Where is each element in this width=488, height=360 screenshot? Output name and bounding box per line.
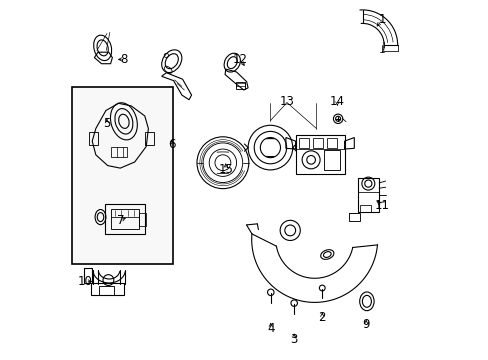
Bar bbox=[84, 268, 92, 283]
Bar bbox=[99, 286, 114, 295]
Bar bbox=[110, 209, 139, 229]
Text: 2: 2 bbox=[318, 311, 325, 324]
Bar bbox=[235, 83, 244, 86]
Text: 14: 14 bbox=[329, 95, 344, 108]
Bar bbox=[323, 150, 339, 170]
Bar bbox=[299, 138, 309, 148]
Bar bbox=[326, 138, 336, 148]
Bar bbox=[139, 213, 145, 226]
Text: 9: 9 bbox=[362, 318, 369, 331]
Bar bbox=[72, 87, 172, 264]
Text: 4: 4 bbox=[266, 322, 274, 335]
Bar bbox=[144, 132, 153, 145]
Bar bbox=[312, 138, 322, 148]
Bar bbox=[105, 204, 144, 234]
Text: 12: 12 bbox=[232, 53, 247, 66]
Text: 3: 3 bbox=[290, 333, 297, 346]
Bar bbox=[88, 132, 98, 145]
Bar bbox=[111, 147, 127, 157]
Bar bbox=[357, 178, 378, 212]
Bar bbox=[295, 135, 344, 174]
Bar bbox=[91, 283, 123, 295]
Text: 11: 11 bbox=[374, 199, 389, 212]
Text: 15: 15 bbox=[218, 163, 233, 176]
Text: 1: 1 bbox=[378, 13, 386, 26]
Text: 10: 10 bbox=[78, 275, 93, 288]
Text: 13: 13 bbox=[279, 95, 294, 108]
Bar bbox=[235, 82, 244, 89]
Text: 6: 6 bbox=[168, 138, 175, 151]
Bar bbox=[360, 205, 370, 212]
Text: 8: 8 bbox=[120, 53, 127, 66]
Text: 7: 7 bbox=[116, 214, 124, 227]
Text: 5: 5 bbox=[103, 117, 110, 130]
Bar bbox=[348, 213, 360, 221]
